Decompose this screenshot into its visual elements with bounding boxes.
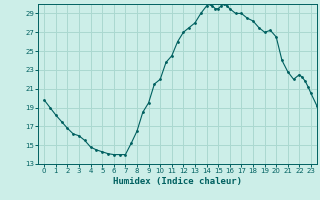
X-axis label: Humidex (Indice chaleur): Humidex (Indice chaleur) — [113, 177, 242, 186]
